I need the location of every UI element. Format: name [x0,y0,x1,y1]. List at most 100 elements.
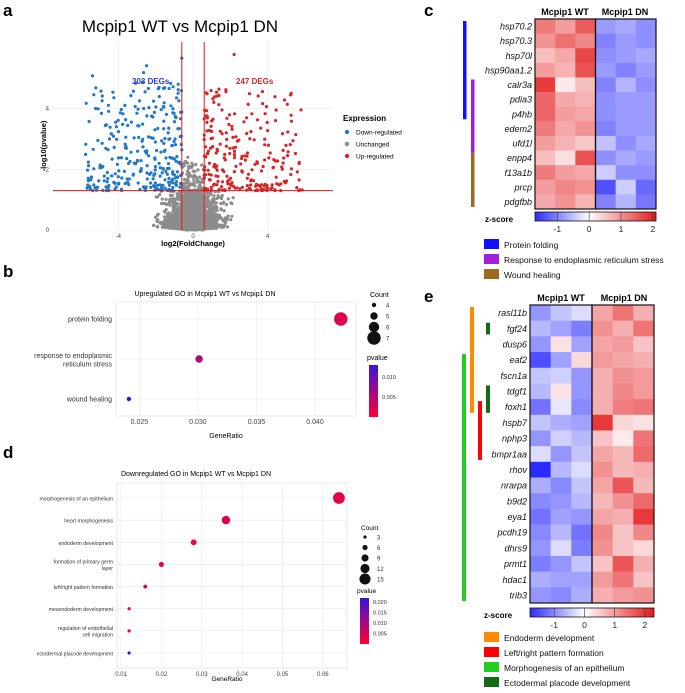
volcano-point-down [153,168,157,172]
heatmap-e-cell [633,540,655,557]
volcano-point-up [233,112,237,116]
volcano-point-unchanged [175,222,179,227]
volcano-point-down [177,160,181,164]
volcano-point-up [265,184,269,188]
heatmap-c-cell [615,179,637,195]
volcano-point-up [277,183,281,187]
volcano-point-up [220,108,224,112]
volcano-point-up [242,120,246,124]
heatmap-e-cell [550,399,572,416]
volcano-point-down [123,181,127,186]
volcano-point-up [245,116,249,120]
go-up-dotplot: Upregulated GO in Mcpip1 WT vs Mcpip1 DN… [34,291,396,440]
volcano-point-unchanged [162,215,167,219]
heatmap-e-annotation-bar [486,385,490,413]
heatmap-c-cell [635,165,657,181]
volcano-point-down [92,93,96,97]
volcano-point-down [139,159,143,163]
heatmap-e-cell [592,367,613,384]
volcano-point-unchanged [189,207,193,211]
volcano-point-down [168,180,172,184]
volcano-point-down [115,162,119,166]
heatmap-e-row-label: foxh1 [505,402,527,412]
volcano-point-up [211,97,215,101]
volcano-point-down [164,156,168,160]
volcano-point-up [264,105,269,109]
heatmap-e-cell [550,383,572,400]
heatmap-c-cell [535,92,556,107]
volcano-point-unchanged [186,155,190,159]
volcano-point-unchanged [177,191,181,195]
volcano-point-unchanged [191,198,195,202]
go-down-x-tick: 0.05 [277,672,289,678]
volcano-point-down [145,114,149,118]
volcano-point-unchanged [215,205,219,209]
heatmap-c-cell [635,48,657,64]
heatmap-c-cell [555,77,576,93]
heatmap-e-cell [612,508,634,525]
volcano-point-up [263,143,267,147]
volcano-point-up [249,183,253,187]
volcano-point-down [86,183,90,187]
heatmap-e-row-label: dhrs9 [504,543,527,553]
volcano-point-up [215,168,219,172]
go-down-term-label: ectodermal placode development [37,652,114,658]
volcano-point-down [145,171,149,175]
volcano-point-up [211,117,215,121]
volcano-point-unchanged [199,226,204,230]
volcano-point-down [158,166,162,170]
heatmap-c-cell [615,62,637,78]
volcano-point-unchanged [186,161,190,165]
volcano-point-down [152,184,157,189]
heatmap-e-cell [592,571,613,588]
volcano-point-down [163,148,167,152]
heatmap-e-group-wt: Mcpip1 WT [537,293,585,303]
volcano-point-down [117,169,121,173]
volcano-point-down [121,112,125,116]
volcano-point-down [157,95,161,99]
heatmap-e-cell [530,414,551,431]
volcano-point-up [231,146,235,150]
go-up-size-legend-dot [368,321,380,333]
heatmap-c-row-label: enpp4 [507,153,532,163]
volcano-point-down [141,185,146,189]
heatmap-e-cell [530,352,551,369]
heatmap-c-cell [535,62,556,78]
volcano-point-up [260,183,264,187]
volcano-point-unchanged [185,172,189,176]
heatmap-c-cell [555,135,576,151]
volcano-point-unchanged [210,222,214,226]
volcano-point-up [284,143,288,147]
volcano-point-down [129,120,133,124]
heatmap-e-legend-label: Morphogenesis of an epithelium [504,663,625,673]
go-down-x-tick: 0.01 [115,672,127,678]
go-up-dot [195,355,203,363]
heatmap-e-cell [550,352,572,369]
heatmap-e-cell [612,587,634,604]
volcano-point-unchanged [189,214,193,218]
volcano-point-up [232,52,236,57]
heatmap-e-cell [530,461,551,478]
volcano-point-up [245,176,249,180]
volcano-point-up [237,138,241,142]
volcano-point-up [207,161,212,165]
go-down-term-label: morphogenesis of an epithelium [39,497,113,503]
heatmap-c-row-label: pdia3 [509,95,532,105]
heatmap-c-zscore-tick: 0 [587,224,592,234]
volcano-point-unchanged [173,210,177,214]
volcano-title: Mcpip1 WT vs Mcpip1 DN [82,17,278,36]
volcano-point-down [100,141,104,145]
heatmap-e-cell [612,336,634,353]
volcano-point-up [274,108,278,112]
volcano-point-unchanged [176,197,180,201]
legend-up-marker [344,153,350,159]
heatmap-c-zscore-colorbar [534,211,657,222]
volcano-point-down [136,149,140,153]
volcano-point-down [148,172,152,176]
volcano-point-down [94,106,98,111]
volcano-point-up [299,108,303,112]
heatmap-e-row-label: nrarpa [501,481,527,491]
volcano-point-unchanged [185,204,189,209]
volcano-point-down [172,140,176,144]
